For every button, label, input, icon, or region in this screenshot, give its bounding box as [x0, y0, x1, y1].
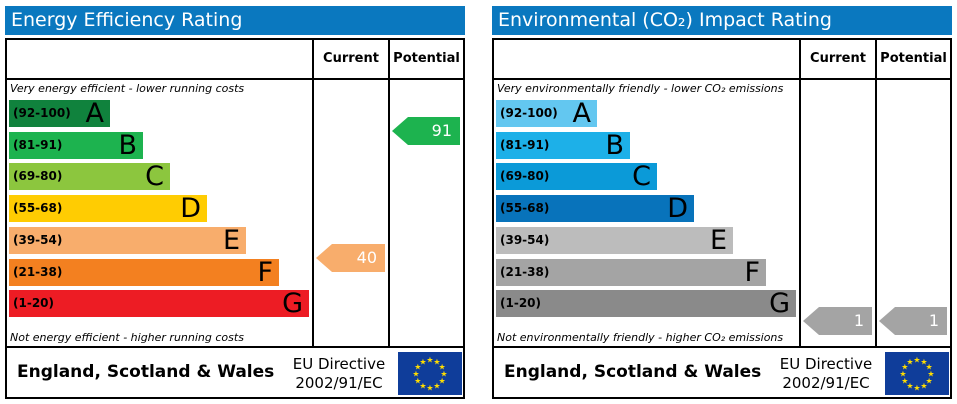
environment-band-a: (92-100) A [496, 100, 597, 127]
energy-current-header: Current [323, 51, 379, 66]
energy-potential-header: Potential [393, 51, 460, 66]
svg-text:★: ★ [906, 382, 913, 391]
environment-potential-value: 1 [928, 311, 939, 330]
svg-text:★: ★ [901, 377, 908, 386]
energy-eu-directive-line2: 2002/91/EC [295, 374, 383, 392]
eu-flag-icon: ★ ★ ★ ★ ★ ★ ★ ★ ★ ★ ★ ★ [398, 352, 462, 395]
svg-text:★: ★ [433, 382, 440, 391]
environment-current-rating-arrow: 1 [803, 307, 872, 335]
environment-band-letter: A [572, 98, 591, 129]
environment-footer-region: England, Scotland & Wales [504, 362, 762, 382]
svg-text:★: ★ [901, 363, 908, 372]
energy-band-letter: D [180, 193, 201, 225]
svg-text:★: ★ [414, 363, 421, 372]
energy-title: Energy Efficiency Rating [5, 6, 465, 35]
energy-band-letter: E [222, 224, 240, 256]
environment-band-range: (55-68) [500, 201, 550, 216]
svg-text:★: ★ [412, 370, 419, 379]
energy-band-f: (21-38) F [9, 256, 279, 288]
svg-text:★: ★ [913, 356, 920, 365]
energy-band-g: (1-20) G [9, 288, 309, 320]
energy-band-range: (1-20) [13, 296, 54, 311]
energy-current-value: 40 [356, 248, 377, 267]
environment-band-range: (1-20) [500, 296, 541, 311]
environment-band-g: (1-20) G [496, 288, 796, 320]
svg-text:★: ★ [913, 384, 920, 393]
environment-band-range: (92-100) [500, 106, 558, 120]
environment-bottom-caption: Not environmentally friendly - higher CO… [497, 331, 784, 344]
energy-band-letter: C [145, 161, 164, 193]
environment-band-range: (69-80) [500, 169, 550, 184]
energy-band-letter: G [282, 288, 303, 320]
energy-band-letter: A [85, 98, 104, 129]
environment-band-range: (21-38) [500, 264, 550, 279]
svg-text:★: ★ [419, 357, 426, 366]
environment-band-letter: E [709, 224, 727, 256]
svg-text:★: ★ [433, 357, 440, 366]
energy-band-range: (69-80) [13, 169, 63, 184]
environment-title: Environmental (CO₂) Impact Rating [492, 6, 952, 35]
environment-current-value: 1 [853, 311, 864, 330]
svg-text:★: ★ [426, 384, 433, 393]
environment-band-e: (39-54) E [496, 224, 733, 256]
environment-band-letter: C [632, 161, 651, 193]
environment-eu-directive-line1: EU Directive [779, 355, 873, 373]
energy-rating-panel: Energy Efficiency Rating Current Potenti… [5, 6, 465, 399]
energy-band-b: (81-91) B [9, 129, 143, 161]
environment-band-letter: F [744, 256, 760, 288]
svg-text:★: ★ [439, 363, 446, 372]
energy-top-caption: Very energy efficient - lower running co… [10, 82, 245, 95]
energy-bottom-caption: Not energy efficient - higher running co… [10, 331, 244, 344]
environment-band-range: (39-54) [500, 232, 550, 247]
energy-band-range: (55-68) [13, 201, 63, 216]
svg-text:★: ★ [414, 377, 421, 386]
energy-band-e: (39-54) E [9, 224, 246, 256]
svg-text:★: ★ [926, 377, 933, 386]
environment-eu-directive-line2: 2002/91/EC [782, 374, 870, 392]
energy-band-c: (69-80) C [9, 161, 170, 193]
eu-flag-icon: ★ ★ ★ ★ ★ ★ ★ ★ ★ ★ ★ ★ [885, 352, 949, 395]
svg-text:★: ★ [920, 357, 927, 366]
energy-footer-region: England, Scotland & Wales [17, 362, 275, 382]
environment-potential-header: Potential [880, 51, 947, 66]
energy-chart-frame: Current Potential Very energy efficient … [5, 38, 465, 399]
energy-band-range: (92-100) [13, 106, 71, 120]
energy-band-range: (81-91) [13, 137, 63, 152]
environment-band-c: (69-80) C [496, 161, 657, 193]
energy-band-letter: B [118, 129, 137, 161]
energy-band-d: (55-68) D [9, 193, 207, 225]
environment-potential-rating-arrow: 1 [879, 307, 947, 335]
svg-text:★: ★ [927, 370, 934, 379]
energy-band-range: (39-54) [13, 232, 63, 247]
environment-top-caption: Very environmentally friendly - lower CO… [497, 82, 784, 95]
environment-band-range: (81-91) [500, 137, 550, 152]
environment-current-header: Current [810, 51, 866, 66]
environment-band-letter: D [667, 193, 688, 225]
energy-band-letter: F [257, 256, 273, 288]
energy-eu-directive-line1: EU Directive [292, 355, 386, 373]
energy-band-a: (92-100) A [9, 100, 110, 127]
environment-band-d: (55-68) D [496, 193, 694, 225]
energy-potential-rating-arrow: 91 [392, 117, 460, 145]
svg-text:★: ★ [440, 370, 447, 379]
svg-text:★: ★ [419, 382, 426, 391]
environment-band-f: (21-38) F [496, 256, 766, 288]
energy-eu-directive: EU Directive 2002/91/EC [283, 355, 395, 393]
environment-rating-panel: Environmental (CO₂) Impact Rating Curren… [492, 6, 952, 399]
energy-potential-value: 91 [431, 121, 452, 140]
energy-current-rating-arrow: 40 [316, 244, 385, 272]
environment-chart-frame: Current Potential Very environmentally f… [492, 38, 952, 399]
environment-eu-directive: EU Directive 2002/91/EC [770, 355, 882, 393]
svg-text:★: ★ [426, 356, 433, 365]
environment-band-b: (81-91) B [496, 129, 630, 161]
energy-band-range: (21-38) [13, 264, 63, 279]
svg-text:★: ★ [439, 377, 446, 386]
environment-band-letter: B [605, 129, 624, 161]
svg-text:★: ★ [899, 370, 906, 379]
environment-band-letter: G [769, 288, 790, 320]
svg-text:★: ★ [906, 357, 913, 366]
svg-text:★: ★ [920, 382, 927, 391]
svg-text:★: ★ [926, 363, 933, 372]
